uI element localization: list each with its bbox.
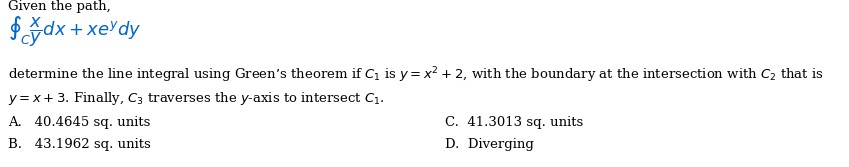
Text: Given the path,: Given the path, [8,0,110,13]
Text: $y = x + 3$. Finally, $C_3$ traverses the $y$-axis to intersect $C_1$.: $y = x + 3$. Finally, $C_3$ traverses th… [8,90,385,107]
Text: determine the line integral using Green’s theorem if $C_1$ is $y = x^2 + 2$, wit: determine the line integral using Green’… [8,65,824,85]
Text: B.   43.1962 sq. units: B. 43.1962 sq. units [8,138,151,151]
Text: D.  Diverging: D. Diverging [445,138,534,151]
Text: $\oint_C \dfrac{x}{y}dx + xe^y dy$: $\oint_C \dfrac{x}{y}dx + xe^y dy$ [8,14,142,49]
Text: C.  41.3013 sq. units: C. 41.3013 sq. units [445,116,583,129]
Text: A.   40.4645 sq. units: A. 40.4645 sq. units [8,116,150,129]
